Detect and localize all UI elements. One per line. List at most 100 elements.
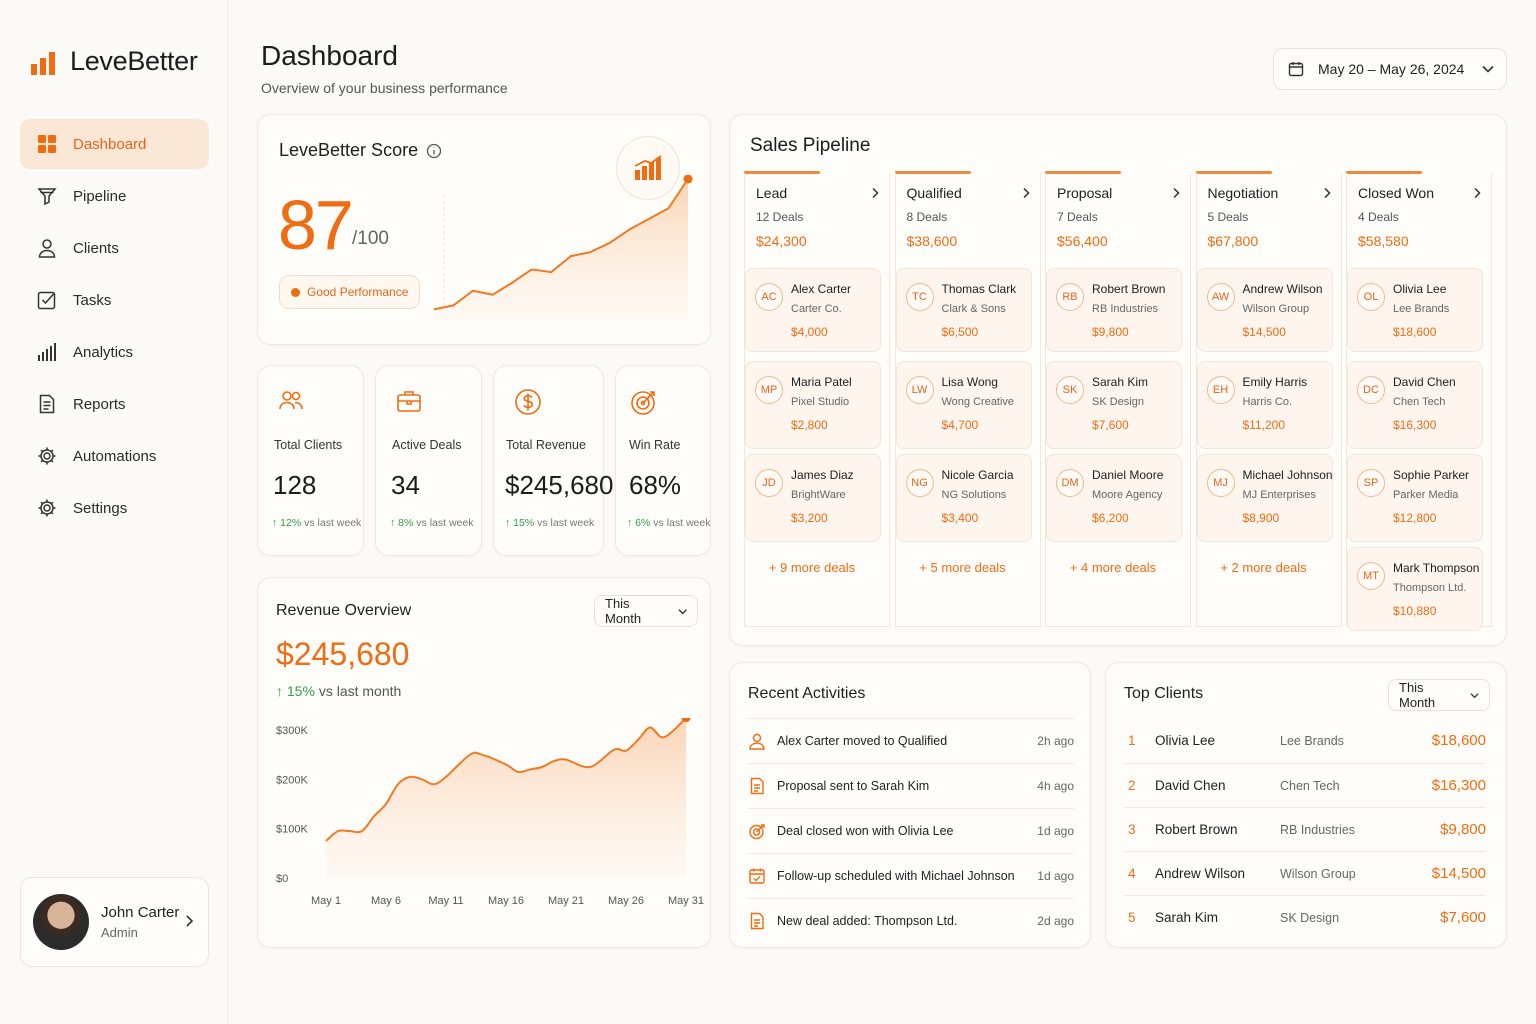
chevron-right-icon[interactable] [1323,187,1331,199]
activity-item[interactable]: Proposal sent to Sarah Kim 4h ago [748,763,1074,808]
stage-column [1195,173,1342,627]
period-dropdown[interactable]: This Month [594,595,698,627]
activity-item[interactable]: Deal closed won with Olivia Lee 1d ago [748,808,1074,853]
chevron-right-icon[interactable] [1172,187,1180,199]
deal-company: BrightWare [791,489,846,501]
deal-contact-name: Alex Carter [791,282,852,296]
score-title-text: LeveBetter Score [279,140,419,160]
client-company: Chen Tech [1280,779,1340,793]
stage-name[interactable]: Qualified [906,185,962,201]
deal-card[interactable]: AC Alex Carter Carter Co. $4,000 [745,268,881,352]
deal-avatar: LW [905,376,934,404]
more-deals-link[interactable]: + 5 more deals [919,560,1006,575]
gear-icon [36,497,58,519]
deal-card[interactable]: LW Lisa Wong Wong Creative $4,700 [895,361,1032,449]
info-icon[interactable] [426,143,442,159]
chevron-right-icon[interactable] [1473,187,1481,199]
stat-label: Active Deals [392,438,462,452]
stage-total: $56,400 [1057,233,1108,249]
stage-deal-count: 7 Deals [1057,210,1098,224]
stage-total: $67,800 [1207,233,1259,249]
deal-card[interactable]: JD James Diaz BrightWare $3,200 [745,454,881,542]
sidebar-item-settings[interactable]: Settings [20,483,209,533]
client-row[interactable]: 2 David Chen Chen Tech $16,300 [1124,763,1486,807]
client-amount: $9,800 [1440,821,1486,838]
stat-value: $245,680 [505,470,614,500]
stat-delta: ↑ 12% vs last week [272,517,361,529]
more-deals-link[interactable]: + 2 more deals [1220,560,1307,575]
deal-contact-name: Nicole Garcia [941,468,1014,482]
chevron-right-icon[interactable] [1022,187,1030,199]
deal-card[interactable]: OL Olivia Lee Lee Brands $18,600 [1347,268,1483,352]
document-icon [748,777,766,795]
sidebar-item-tasks[interactable]: Tasks [20,275,209,325]
deal-card[interactable]: NG Nicole Garcia NG Solutions $3,400 [895,454,1032,542]
sidebar-item-automations[interactable]: Automations [20,431,209,481]
activity-item[interactable]: New deal added: Thompson Ltd. 2d ago [748,898,1074,943]
activity-item[interactable]: Follow-up scheduled with Michael Johnson… [748,853,1074,898]
client-name: Olivia Lee [1155,733,1216,748]
sidebar: LeveBetter Dashboard Pipeline Clients Ta… [0,0,228,1024]
client-row[interactable]: 1 Olivia Lee Lee Brands $18,600 [1124,719,1486,763]
bar-chart-icon [36,341,58,363]
deal-avatar: SK [1056,376,1084,404]
deal-card[interactable]: DC David Chen Chen Tech $16,300 [1347,361,1483,449]
deal-card[interactable]: AW Andrew Wilson Wilson Group $14,500 [1196,268,1333,352]
deal-card[interactable]: TC Thomas Clark Clark & Sons $6,500 [895,268,1032,352]
stat-delta-value: 12% [280,517,302,529]
client-row[interactable]: 3 Robert Brown RB Industries $9,800 [1124,807,1486,851]
stage-name[interactable]: Negotiation [1207,185,1279,201]
more-deals-link[interactable]: + 4 more deals [1069,560,1157,575]
stat-card-total-revenue[interactable]: Total Revenue $245,680 ↑ 15% vs last wee… [493,365,613,556]
deal-contact-name: Daniel Moore [1092,468,1164,482]
target-icon [748,822,766,840]
client-row[interactable]: 5 Sarah Kim SK Design $7,600 [1124,895,1486,939]
deal-contact-name: Emily Harris [1242,375,1308,389]
deal-amount: $14,500 [1242,325,1286,339]
deal-card[interactable]: MT Mark Thompson Thompson Ltd. $10,880 [1347,547,1483,631]
sidebar-item-clients[interactable]: Clients [20,223,209,273]
sidebar-item-dashboard[interactable]: Dashboard [20,119,209,169]
x-tick-label: May 6 [371,895,401,907]
revenue-line [325,718,687,842]
date-range-label: May 20 – May 26, 2024 [1318,61,1465,77]
stat-card-win-rate[interactable]: Win Rate 68% ↑ 6% vs last week [615,365,711,556]
chevron-right-icon[interactable] [871,187,879,199]
deal-contact-name: David Chen [1393,375,1456,389]
stage-name[interactable]: Closed Won [1358,185,1435,201]
more-deals-link[interactable]: + 9 more deals [768,560,856,575]
sidebar-item-analytics[interactable]: Analytics [20,327,209,377]
stage-deal-count: 8 Deals [906,210,948,224]
top-clients-period-dropdown[interactable]: This Month [1388,679,1490,711]
deal-avatar: NG [905,469,934,497]
deal-card[interactable]: MJ Michael Johnson MJ Enterprises $8,900 [1196,454,1333,542]
sidebar-nav: Dashboard Pipeline Clients Tasks Analyti… [20,119,209,535]
stat-label: Total Clients [274,438,343,452]
deal-card[interactable]: RB Robert Brown RB Industries $9,800 [1046,268,1182,352]
user-profile-card[interactable]: John Carter Admin [20,877,209,967]
stage-name[interactable]: Proposal [1057,185,1113,201]
activity-item[interactable]: Alex Carter moved to Qualified 2h ago [748,718,1074,763]
deal-card[interactable]: MP Maria Patel Pixel Studio $2,800 [745,361,881,449]
stat-delta: ↑ 6% vs last week [627,517,710,529]
deal-card[interactable]: EH Emily Harris Harris Co. $11,200 [1196,361,1333,449]
arrow-up-icon: ↑ [505,517,514,529]
sidebar-item-pipeline[interactable]: Pipeline [20,171,209,221]
client-row[interactable]: 4 Andrew Wilson Wilson Group $14,500 [1124,851,1486,895]
sidebar-item-reports[interactable]: Reports [20,379,209,429]
document-icon [36,393,58,415]
activity-text: Proposal sent to Sarah Kim [777,779,930,793]
date-range-picker[interactable]: May 20 – May 26, 2024 [1273,48,1507,90]
stat-card-total-clients[interactable]: Total Clients 128 ↑ 12% vs last week [257,365,364,556]
brand-logo[interactable]: LeveBetter [30,46,198,77]
deal-card[interactable]: SP Sophie Parker Parker Media $12,800 [1347,454,1483,542]
y-tick-label: $0 [276,873,288,885]
revenue-delta-text: vs last month [318,683,402,699]
deal-card[interactable]: SK Sarah Kim SK Design $7,600 [1046,361,1182,449]
client-company: Lee Brands [1280,734,1344,748]
deal-card[interactable]: DM Daniel Moore Moore Agency $6,200 [1046,454,1182,542]
revenue-area [326,718,686,878]
stage-name[interactable]: Lead [756,185,788,201]
user-icon [748,732,766,750]
stat-card-active-deals[interactable]: Active Deals 34 ↑ 8% vs last week [375,365,482,556]
